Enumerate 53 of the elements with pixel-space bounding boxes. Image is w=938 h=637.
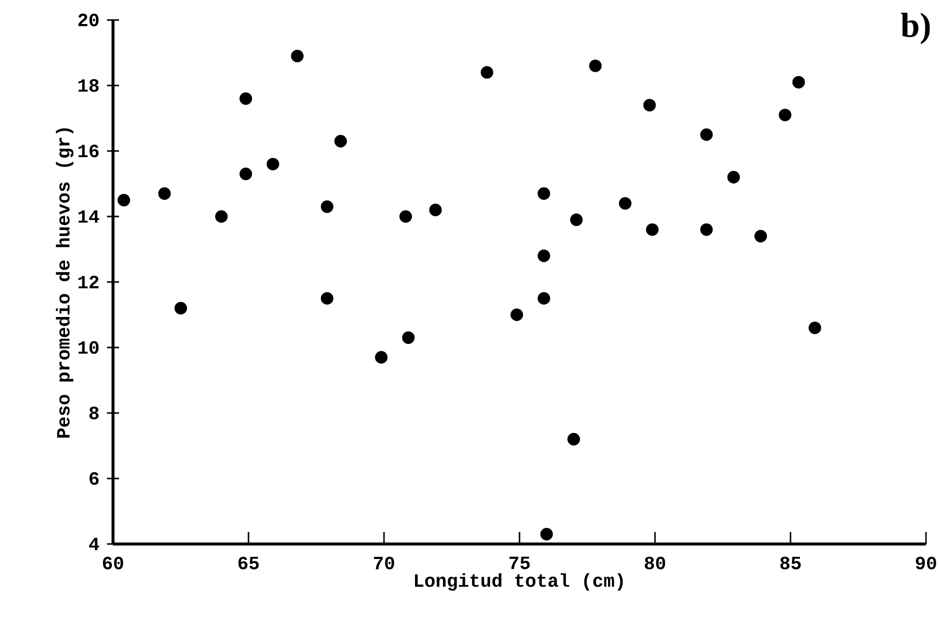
point [429,204,442,216]
y-tick-label: 16 [78,144,99,158]
point [266,158,280,170]
point [320,292,334,305]
point [240,92,252,105]
point [646,223,659,236]
x-tick-label: 65 [238,556,259,570]
point [618,197,632,210]
point [480,66,494,79]
point [215,210,228,223]
point [538,187,550,200]
y-tick-label: 18 [78,79,99,92]
point [174,302,188,314]
point [727,170,740,184]
point [158,187,171,200]
y-tick-label: 20 [78,14,99,26]
x-tick-label: 75 [509,556,530,570]
y-tick-label: 4 [89,538,100,550]
point [240,168,252,180]
point [399,210,412,223]
point [700,223,713,236]
point [589,60,602,72]
point [375,351,388,364]
point [700,128,713,141]
y-tick-label: 6 [90,472,99,485]
y-tick-label: 10 [78,341,99,354]
x-tick-label: 90 [916,556,936,570]
point [538,292,550,305]
annotation: b) [900,12,930,44]
point [570,214,583,226]
point [334,134,347,148]
point [778,108,792,122]
point [567,432,580,446]
point [808,322,822,334]
x-tick-label: 70 [374,556,394,570]
x-tick-label: 80 [644,556,666,570]
y-axis-title: Peso promedio de huevos (gr) [56,128,74,438]
y-tick-label: 8 [89,406,99,420]
point [291,50,304,62]
point [540,528,553,540]
point [320,200,334,213]
point [538,250,550,262]
x-axis-title: Longitud total (cm) [415,573,623,591]
point [754,230,767,242]
point [510,308,524,322]
y-tick-label: 12 [78,276,99,288]
x-tick-label: 85 [780,556,801,570]
point [643,98,656,112]
point [118,194,130,206]
x-tick-label: 60 [102,556,124,570]
point [792,76,805,88]
y-tick-label: 14 [78,210,100,223]
point [402,331,415,344]
